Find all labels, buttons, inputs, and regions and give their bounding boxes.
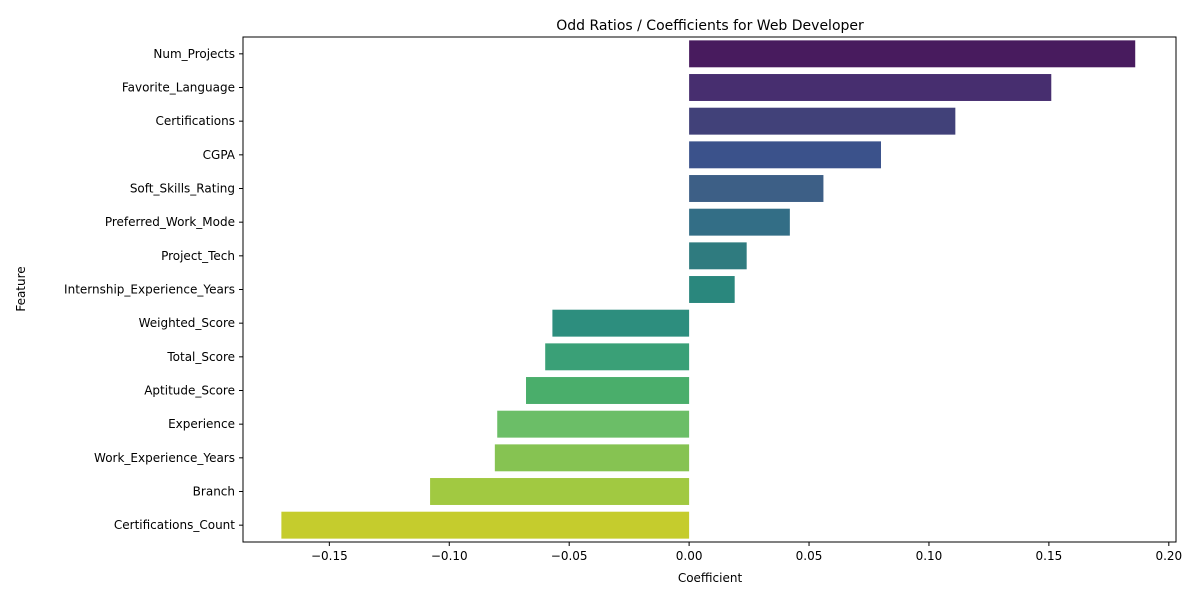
bar-soft-skills-rating xyxy=(689,175,824,202)
y-tick-label: Soft_Skills_Rating xyxy=(130,182,235,196)
y-tick-label: CGPA xyxy=(203,148,236,162)
bar-cgpa xyxy=(689,141,881,169)
y-tick-label: Branch xyxy=(193,485,235,499)
bars-group xyxy=(281,40,1136,539)
y-tick-label: Weighted_Score xyxy=(139,316,235,330)
bar-certifications xyxy=(689,107,956,135)
x-tick-label: 0.20 xyxy=(1155,549,1182,563)
y-tick-label: Preferred_Work_Mode xyxy=(105,215,235,229)
bar-certifications-count xyxy=(281,511,690,539)
y-tick-label: Aptitude_Score xyxy=(144,384,235,398)
x-tick-label: 0.00 xyxy=(676,549,703,563)
x-tick-label: −0.15 xyxy=(311,549,348,563)
x-tick-label: 0.05 xyxy=(796,549,823,563)
y-tick-label: Project_Tech xyxy=(161,249,235,263)
y-tick-label: Favorite_Language xyxy=(122,81,235,95)
x-axis-label: Coefficient xyxy=(678,571,743,585)
x-tick-label: 0.15 xyxy=(1036,549,1063,563)
y-axis-ticks: Num_Projects Favorite_Language Certificati… xyxy=(64,47,243,532)
x-tick-label: 0.10 xyxy=(916,549,943,563)
x-axis-ticks: −0.15 −0.10 −0.05 0.00 0.05 0.10 0.15 0.20 xyxy=(311,542,1182,563)
x-tick-label: −0.10 xyxy=(431,549,468,563)
y-tick-label: Internship_Experience_Years xyxy=(64,283,235,297)
bar-preferred-work-mode xyxy=(689,208,790,236)
y-tick-label: Work_Experience_Years xyxy=(94,451,235,465)
bar-experience xyxy=(497,410,690,438)
bar-weighted-score xyxy=(552,309,690,337)
plot-frame xyxy=(242,36,1177,543)
y-tick-label: Total_Score xyxy=(166,350,235,364)
y-tick-label: Num_Projects xyxy=(153,47,235,61)
y-tick-label: Experience xyxy=(168,417,235,431)
bar-internship-experience-years xyxy=(689,276,735,303)
bar-num-projects xyxy=(689,40,1136,68)
bar-favorite-language xyxy=(689,74,1052,101)
y-tick-label: Certifications xyxy=(156,114,235,128)
chart-title: Odd Ratios / Coefficients for Web Develo… xyxy=(556,18,864,34)
bar-aptitude-score xyxy=(526,377,690,404)
bar-project-tech xyxy=(689,242,747,270)
bar-total-score xyxy=(545,343,690,371)
bar-work-experience-years xyxy=(494,444,690,472)
bar-branch xyxy=(430,478,690,505)
y-tick-label: Certifications_Count xyxy=(114,518,235,532)
x-tick-label: −0.05 xyxy=(551,549,588,563)
y-axis-label: Feature xyxy=(14,266,28,311)
